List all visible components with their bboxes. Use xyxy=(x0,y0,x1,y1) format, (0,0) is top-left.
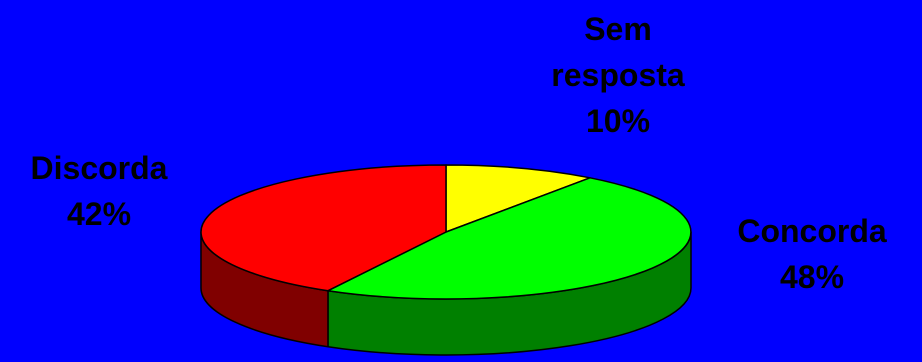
label-discorda-name: Discorda xyxy=(30,150,168,186)
label-discorda-value: 42% xyxy=(66,196,132,232)
label-discorda: Discorda 42% xyxy=(4,145,194,237)
pie-slice-discorda xyxy=(200,164,447,292)
label-sem-resposta-line1: Sem xyxy=(584,11,652,47)
pie-slice-sem-resposta xyxy=(445,164,591,233)
label-concorda: Concorda 48% xyxy=(712,208,912,300)
label-sem-resposta-line2: resposta xyxy=(551,57,685,93)
pie-slice-concorda xyxy=(327,177,692,300)
label-sem-resposta-value: 10% xyxy=(585,103,651,139)
label-concorda-value: 48% xyxy=(779,259,845,295)
label-sem-resposta: Sem resposta 10% xyxy=(528,6,708,144)
label-concorda-name: Concorda xyxy=(737,213,887,249)
